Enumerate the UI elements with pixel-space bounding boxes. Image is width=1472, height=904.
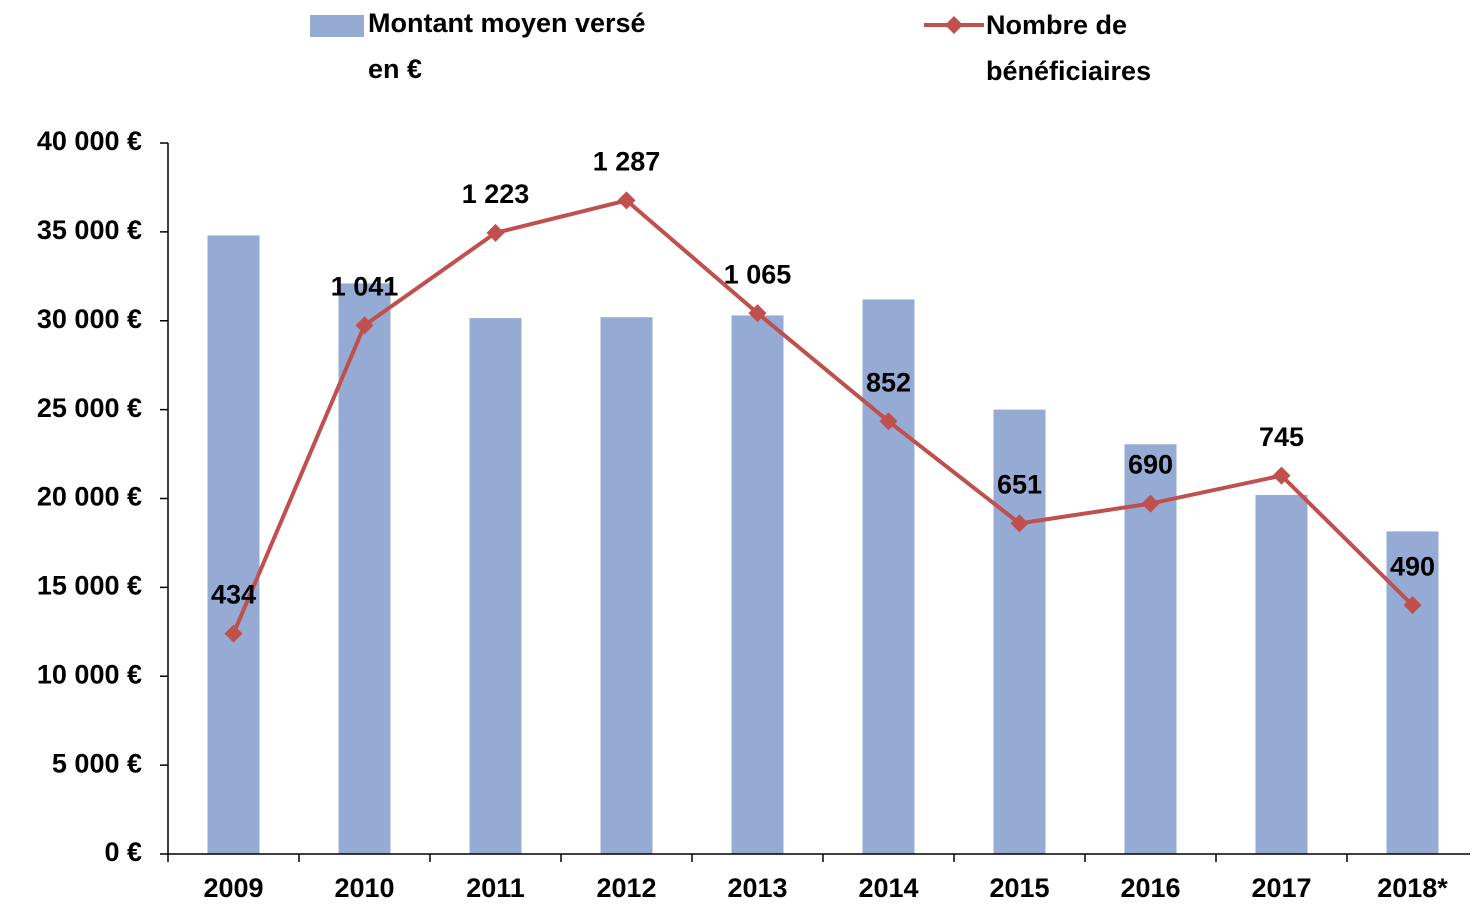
line — [231, 198, 1414, 635]
data-label: 745 — [1259, 422, 1304, 452]
y-tick-label: 15 000 € — [37, 571, 142, 601]
y-tick-label: 40 000 € — [37, 126, 142, 156]
data-label: 1 287 — [593, 147, 661, 177]
data-label: 1 223 — [462, 179, 530, 209]
x-tick-label: 2016 — [1120, 873, 1180, 903]
y-tick-label: 5 000 € — [52, 748, 142, 778]
y-tick-label: 0 € — [104, 837, 142, 867]
bar — [993, 409, 1046, 854]
marker — [224, 624, 243, 643]
marker — [1010, 514, 1029, 533]
x-tick-label: 2015 — [989, 873, 1049, 903]
y-tick-label: 20 000 € — [37, 482, 142, 512]
x-tick-label: 2017 — [1251, 873, 1311, 903]
x-tick-label: 2010 — [334, 873, 394, 903]
bar — [731, 315, 784, 855]
y-tick-label: 30 000 € — [37, 304, 142, 334]
data-label: 434 — [211, 580, 256, 610]
marker — [1272, 466, 1291, 485]
bar — [469, 318, 522, 854]
legend-label: Montant moyen versé en € — [368, 8, 646, 84]
data-label: 490 — [1390, 551, 1435, 581]
legend-swatch — [310, 15, 364, 37]
marker — [486, 223, 505, 242]
x-tick-label: 2012 — [596, 873, 656, 903]
marker — [355, 316, 374, 335]
bar — [1386, 531, 1439, 854]
marker — [1403, 596, 1422, 615]
data-label: 1 041 — [331, 271, 399, 301]
bar — [338, 283, 391, 854]
x-tick-label: 2018* — [1377, 873, 1448, 903]
x-tick-label: 2014 — [858, 873, 918, 903]
bar — [862, 299, 915, 854]
legend-marker — [945, 16, 963, 34]
y-tick-label: 10 000 € — [37, 659, 142, 689]
y-tick-label: 25 000 € — [37, 393, 142, 423]
bar — [207, 235, 260, 854]
data-label: 1 065 — [724, 259, 792, 289]
bar — [1255, 494, 1308, 854]
bar — [600, 317, 653, 854]
marker — [879, 412, 898, 431]
legend-label: Nombre de bénéficiaires — [986, 10, 1152, 86]
y-tick-label: 35 000 € — [37, 215, 142, 245]
x-tick-label: 2009 — [203, 873, 263, 903]
x-tick-label: 2011 — [466, 873, 525, 903]
marker — [748, 304, 767, 323]
marker — [617, 191, 636, 210]
x-tick-label: 2013 — [727, 873, 787, 903]
data-label: 651 — [997, 470, 1042, 500]
marker — [1141, 494, 1160, 513]
data-label: 852 — [866, 367, 911, 397]
data-label: 690 — [1128, 450, 1173, 480]
